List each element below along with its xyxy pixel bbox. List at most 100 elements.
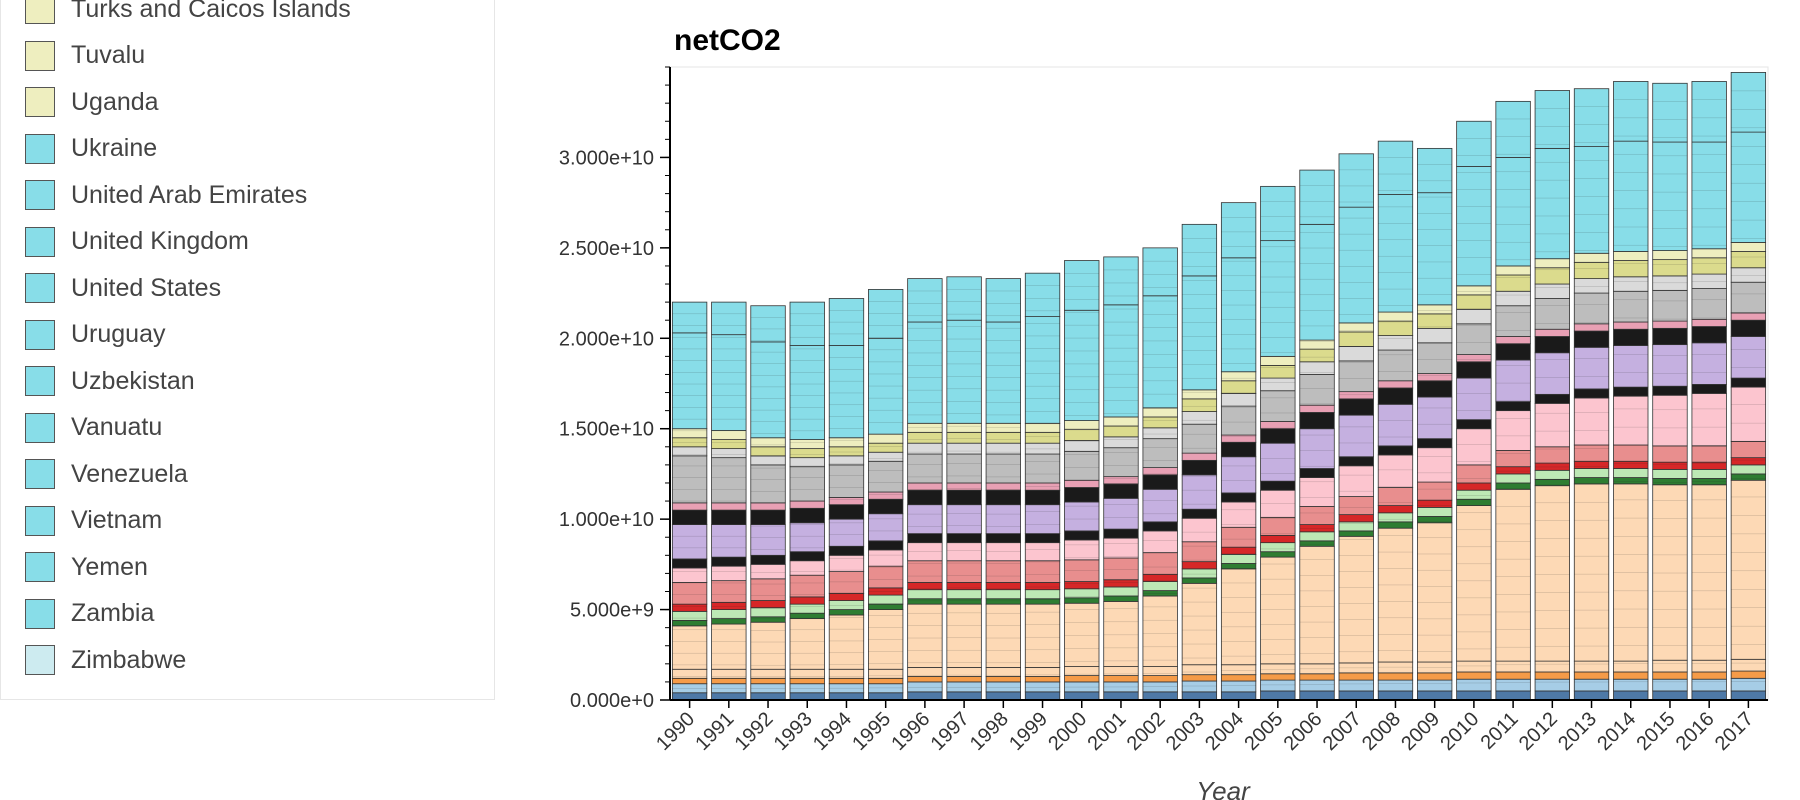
bar-segment <box>1495 343 1531 361</box>
bar-segment <box>1456 428 1492 466</box>
bar-segment <box>1652 469 1688 479</box>
bar-segment <box>868 498 904 515</box>
bar-segment <box>1181 680 1218 693</box>
x-tick-label: 1998 <box>966 708 1013 755</box>
bar-segment <box>1573 678 1610 692</box>
legend-item[interactable]: Uzbekistan <box>25 366 195 396</box>
x-tick-label: 2007 <box>1319 708 1366 755</box>
bar-segment <box>1456 323 1492 355</box>
bar-segment <box>907 691 943 701</box>
bar-segment <box>1181 411 1218 425</box>
bar-segment <box>1652 394 1688 447</box>
legend-item[interactable]: Uganda <box>25 87 159 117</box>
bar-segment <box>671 509 708 525</box>
bar-segment <box>907 542 943 562</box>
bar-segment <box>1495 450 1531 468</box>
legend-item[interactable]: Venezuela <box>25 459 188 489</box>
bar-segment <box>1691 248 1727 259</box>
bar-segment <box>985 676 1021 683</box>
x-tick-label: 2017 <box>1711 708 1758 755</box>
bar-segment <box>1260 556 1296 665</box>
bar-segment <box>1024 676 1061 683</box>
bar-segment <box>789 603 825 614</box>
bar-segment <box>671 301 708 334</box>
legend-item[interactable]: Vanuatu <box>25 412 162 443</box>
bar-segment <box>711 601 747 610</box>
y-tick-label: 2.500e+10 <box>559 238 654 260</box>
bar-segment <box>946 422 982 433</box>
bar-stack <box>1299 169 1335 701</box>
bar-segment <box>1260 390 1296 422</box>
bar-segment <box>671 428 708 439</box>
bar-segment <box>946 442 982 455</box>
bar-segment <box>1299 540 1335 547</box>
bar-segment <box>1220 568 1257 666</box>
x-tick-label: 2005 <box>1240 708 1287 755</box>
bar-segment <box>1417 481 1453 501</box>
bar-segment <box>1220 257 1257 373</box>
bar-segment <box>1220 526 1257 548</box>
bar-segment <box>1064 440 1100 452</box>
bar-segment <box>1613 671 1649 680</box>
bar-segment <box>946 504 982 535</box>
bar-segment <box>1573 88 1610 147</box>
legend-item[interactable]: Uruguay <box>25 319 166 350</box>
bar-segment <box>750 621 786 670</box>
bar-segment <box>1652 250 1688 261</box>
bar-segment <box>1691 257 1727 275</box>
x-tick-label: 2002 <box>1123 708 1170 755</box>
bar-segment <box>711 618 747 625</box>
bar-segment <box>1613 460 1649 469</box>
legend-item[interactable]: United Arab Emirates <box>25 180 307 210</box>
bar-segment <box>711 524 747 558</box>
bar-segment <box>868 337 904 435</box>
bar-stack <box>828 298 865 701</box>
legend-item[interactable]: Turks and Caicos Islands <box>25 0 351 24</box>
bar-segment <box>1377 527 1414 663</box>
bar-segment <box>1534 352 1570 395</box>
bar-segment <box>1613 660 1649 673</box>
bar-segment <box>1613 260 1649 278</box>
legend-item[interactable]: Tuvalu <box>25 40 146 71</box>
bar-segment <box>1260 516 1296 536</box>
legend-item[interactable]: United States <box>25 273 221 303</box>
legend-item[interactable]: Vietnam <box>25 505 163 536</box>
bar-segment <box>946 542 982 562</box>
bar-segment <box>750 305 786 343</box>
bar-segment <box>1730 457 1767 466</box>
bar-segment <box>828 677 865 685</box>
bar-segment <box>671 620 708 627</box>
bar-segment <box>750 341 786 439</box>
bar-segment <box>1377 320 1414 336</box>
bar-segment <box>1613 328 1649 346</box>
bar-segment <box>946 482 982 491</box>
bar-segment <box>1338 346 1374 362</box>
bar-segment <box>985 321 1021 424</box>
legend-item[interactable]: Zambia <box>25 598 154 629</box>
bar-segment <box>1103 256 1139 306</box>
legend-label: Vietnam <box>71 506 163 534</box>
bar-segment <box>1024 603 1061 668</box>
bar-segment <box>671 437 708 448</box>
x-tick-label: 2008 <box>1358 708 1405 755</box>
legend-item[interactable]: Ukraine <box>25 133 157 164</box>
bar-segment <box>828 545 865 556</box>
legend-item[interactable]: Zimbabwe <box>25 645 186 675</box>
legend-label: Tuvalu <box>71 41 146 69</box>
bar-segment <box>750 563 786 580</box>
bar-segment <box>1299 412 1335 430</box>
bar-segment <box>946 676 982 683</box>
legend-item[interactable]: Yemen <box>25 552 148 582</box>
bar-stack <box>1495 100 1531 701</box>
bar-stack <box>1338 153 1374 701</box>
bar-stack <box>1024 272 1061 701</box>
bar-segment <box>1417 192 1453 306</box>
x-tick-label: 1992 <box>731 708 778 755</box>
bar-segment <box>1495 466 1531 475</box>
legend-item[interactable]: United Kingdom <box>25 226 249 257</box>
bar-segment <box>1181 664 1218 676</box>
bar-stack <box>711 301 747 701</box>
bar-segment <box>1181 582 1218 666</box>
bar-segment <box>1573 690 1610 701</box>
bar-segment <box>907 533 943 544</box>
